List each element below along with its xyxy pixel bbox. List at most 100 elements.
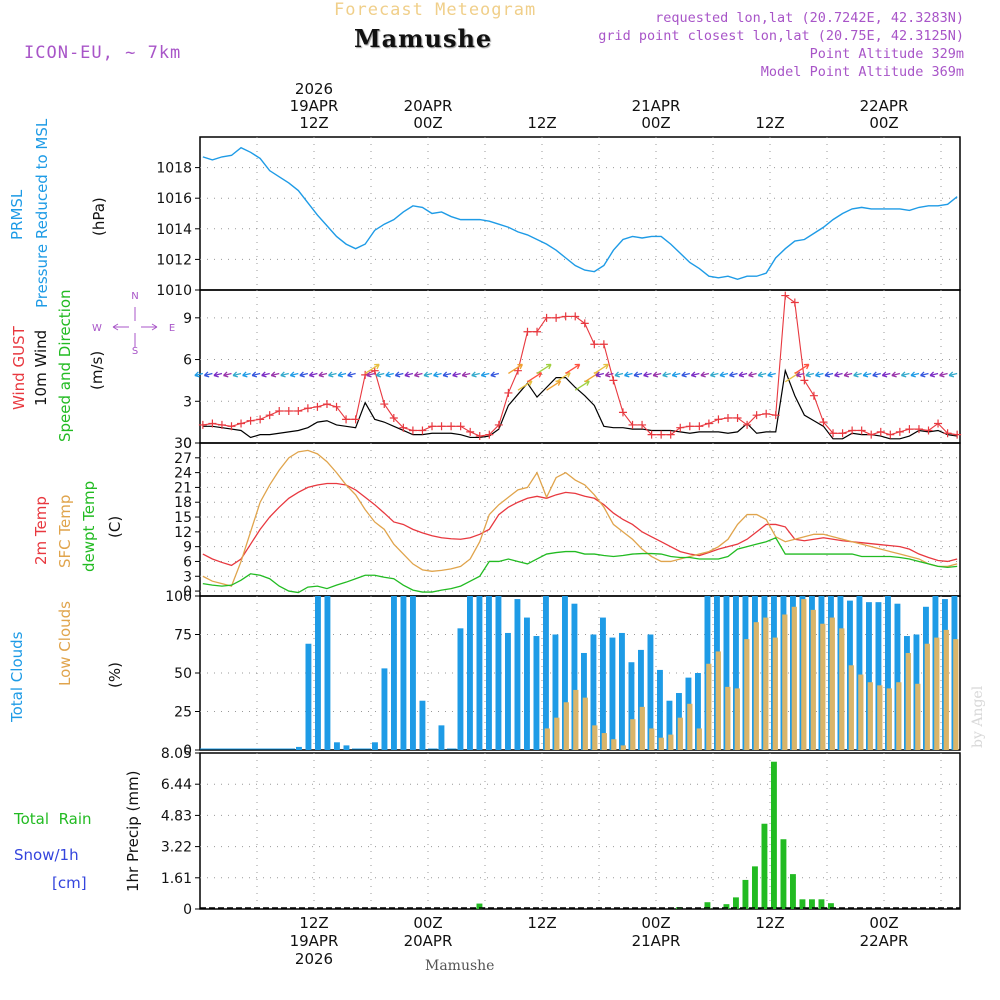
total-cloud-bar — [486, 596, 492, 750]
wind-arrow-head — [413, 371, 420, 378]
wind-arrow-shaft — [366, 372, 375, 377]
y-tick-label: 1018 — [156, 161, 192, 177]
wind-arrow-head — [604, 371, 611, 378]
wind-arrow-shaft — [376, 372, 385, 377]
low-cloud-bar — [573, 689, 579, 750]
wind-gust-point — [676, 423, 685, 432]
y-tick-label: 15 — [174, 510, 192, 526]
time-axis-bottom-label: 12Z — [527, 914, 556, 932]
wind-direction-arrow — [815, 371, 824, 378]
y-tick-label: 0 — [183, 584, 192, 600]
wind-gust-point — [638, 420, 647, 429]
wind-arrow-head — [652, 371, 659, 378]
total-cloud-bar — [875, 602, 882, 750]
wind-gust-point — [867, 430, 876, 439]
y-tick-label: 6 — [183, 353, 192, 369]
low-cloud-bar — [563, 702, 569, 750]
wind-arrow-shaft — [261, 372, 270, 377]
low-cloud-bar — [867, 682, 873, 750]
wind-arrow-head — [546, 363, 552, 370]
wind-arrow-head — [194, 371, 200, 378]
wind-arrow-head — [423, 371, 429, 378]
wind-arrow-head — [490, 371, 496, 378]
y-tick-label: 0 — [183, 743, 192, 759]
wind-arrow-head — [347, 371, 353, 378]
wind-gust-point — [275, 407, 284, 416]
wind-arrow-shaft — [758, 372, 767, 377]
total-cloud-bar — [571, 603, 578, 750]
total-cloud-bar — [296, 746, 302, 750]
wind-arrow-head — [308, 371, 315, 378]
forecast-meteogram-title: Forecast Meteogram — [334, 0, 537, 20]
wind-10m-series-line — [202, 368, 958, 440]
wind-direction-arrow — [261, 371, 270, 378]
wind-gust-point — [561, 312, 570, 321]
total-cloud-bar — [609, 637, 616, 750]
compass-w-label: W — [92, 323, 102, 334]
wind-direction-arrow — [574, 380, 590, 391]
y-tick-label: 100 — [165, 589, 192, 605]
wind-direction-arrow — [242, 371, 251, 378]
wind-gust-point — [628, 420, 637, 429]
wind-arrow-shaft — [643, 372, 652, 377]
wind-arrow-shaft — [815, 372, 824, 377]
wind-arrow-shaft — [891, 372, 901, 377]
wind-arrow-head — [862, 371, 869, 378]
wind-arrow-shaft — [328, 372, 337, 377]
wind-arrow-head — [614, 371, 620, 378]
wind-arrow-shaft — [595, 372, 605, 377]
wind-direction-arrow — [795, 371, 805, 378]
wind-gust-point — [428, 422, 437, 431]
wind-direction-arrow — [480, 371, 490, 378]
wind-arrow-shaft — [318, 372, 328, 377]
wind-arrow-head — [261, 371, 267, 378]
wind-direction-arrow — [203, 371, 213, 378]
wind-gust-point — [781, 291, 790, 300]
wind-arrow-head — [662, 371, 668, 378]
snow-unit-label: [cm] — [52, 874, 87, 892]
wind-direction-arrow — [595, 371, 605, 378]
wind-direction-arrow — [948, 371, 958, 378]
wind-gust-point — [829, 429, 838, 438]
low-cloud-bar — [639, 706, 645, 750]
wind-arrow-shaft — [719, 372, 729, 377]
wind-direction-arrow — [433, 371, 442, 378]
wind-direction-arrow — [347, 371, 356, 378]
wind-direction-arrow — [729, 371, 738, 378]
wind-arrow-shaft — [481, 372, 490, 377]
wind-arrow-shaft — [527, 372, 542, 383]
wind-arrow-shaft — [546, 380, 561, 391]
wind-gust-point — [752, 411, 761, 420]
low-cloud-bar — [772, 637, 778, 750]
compass-n-label: N — [131, 291, 138, 302]
time-axis-top-label: 00Z — [413, 114, 442, 132]
wind-arrow-shaft — [920, 372, 929, 377]
y-tick-label: 8.05 — [161, 746, 192, 762]
wind-direction-arrow — [308, 371, 318, 378]
y-tick-label: 9 — [183, 311, 192, 327]
wind-direction-arrow — [757, 371, 767, 378]
low-cloud-bar — [829, 617, 835, 750]
precip-bar — [790, 874, 796, 909]
compass-rose-icon — [112, 307, 158, 347]
wind-arrow-head — [433, 371, 439, 378]
wind-arrow-shaft — [834, 372, 843, 377]
wind-arrow-shaft — [863, 372, 872, 377]
wind-arrow-head — [394, 371, 401, 378]
wind-arrow-shaft — [748, 372, 757, 377]
wind-arrow-shaft — [948, 372, 958, 377]
wind-gust-point — [599, 340, 608, 349]
wind-arrow-head — [891, 371, 897, 378]
time-axis-top-label: 00Z — [869, 114, 898, 132]
wind-gust-point — [771, 411, 780, 420]
precip-bar — [828, 903, 834, 909]
wind-arrow-shaft — [271, 372, 280, 377]
total-cloud-bar — [885, 596, 891, 750]
low-cloud-bar — [601, 733, 607, 750]
wind-direction-arrow — [337, 371, 347, 378]
wind-direction-arrow — [375, 371, 385, 378]
total-cloud-bar — [866, 602, 872, 750]
wind-direction-arrow — [633, 371, 643, 378]
wind-direction-arrow — [929, 371, 939, 378]
low-cloud-bar — [801, 599, 807, 750]
